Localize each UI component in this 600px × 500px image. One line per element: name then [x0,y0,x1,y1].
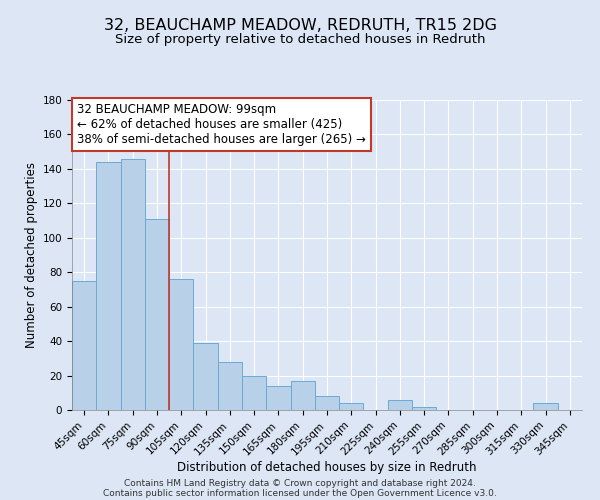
Bar [339,403,364,410]
Text: 32 BEAUCHAMP MEADOW: 99sqm
← 62% of detached houses are smaller (425)
38% of sem: 32 BEAUCHAMP MEADOW: 99sqm ← 62% of deta… [77,103,366,146]
Bar [193,343,218,410]
Text: Size of property relative to detached houses in Redruth: Size of property relative to detached ho… [115,32,485,46]
Bar [218,362,242,410]
Text: Contains public sector information licensed under the Open Government Licence v3: Contains public sector information licen… [103,488,497,498]
Bar [72,281,96,410]
Bar [121,158,145,410]
Text: 32, BEAUCHAMP MEADOW, REDRUTH, TR15 2DG: 32, BEAUCHAMP MEADOW, REDRUTH, TR15 2DG [104,18,497,32]
Bar [315,396,339,410]
Bar [96,162,121,410]
Bar [412,406,436,410]
Bar [266,386,290,410]
Bar [169,279,193,410]
Bar [145,219,169,410]
Bar [388,400,412,410]
Y-axis label: Number of detached properties: Number of detached properties [25,162,38,348]
Bar [242,376,266,410]
Text: Contains HM Land Registry data © Crown copyright and database right 2024.: Contains HM Land Registry data © Crown c… [124,478,476,488]
Bar [290,380,315,410]
Bar [533,403,558,410]
X-axis label: Distribution of detached houses by size in Redruth: Distribution of detached houses by size … [177,460,477,473]
